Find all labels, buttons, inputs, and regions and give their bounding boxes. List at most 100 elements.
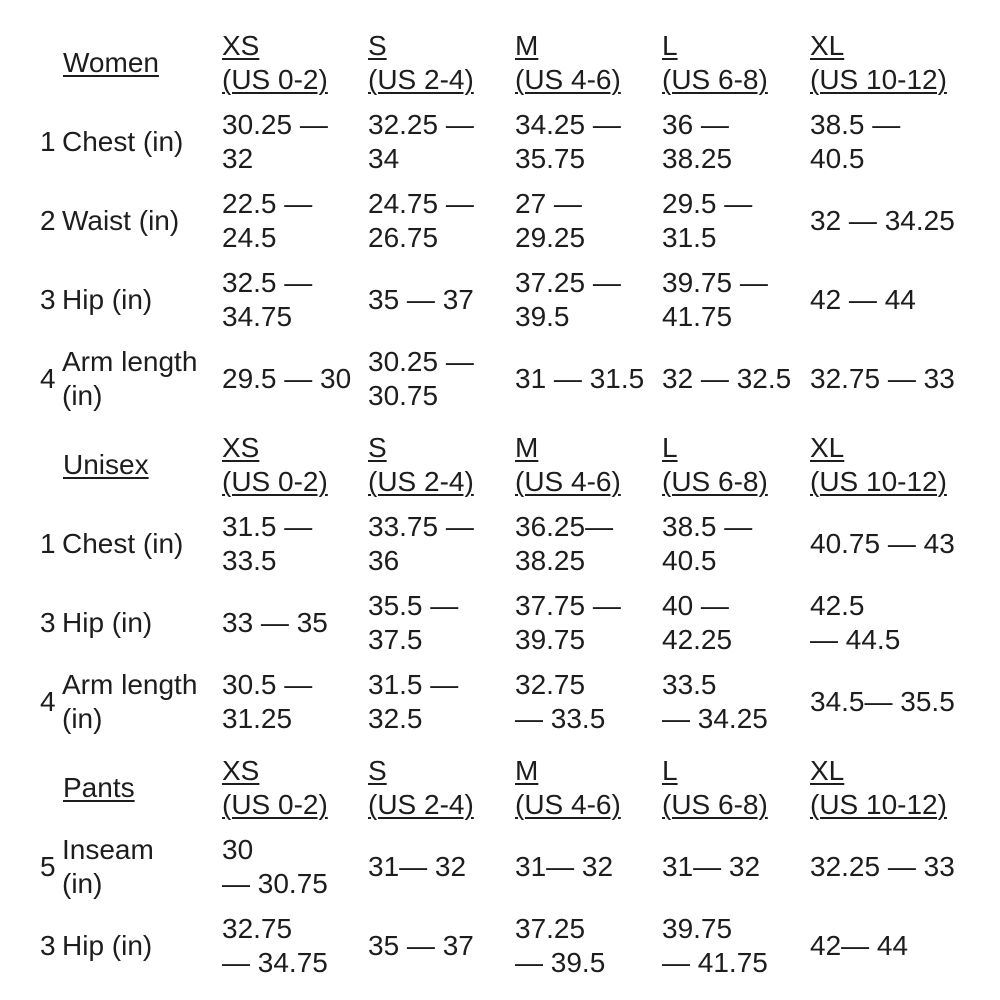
size-table-section-women: Women XS (US 0-2) S (US 2-4) M (US 4-6) … xyxy=(40,24,990,418)
column-header-xs: XS (US 0-2) xyxy=(222,24,368,102)
size-label: L xyxy=(662,755,678,786)
us-size-label: (US 0-2) xyxy=(222,466,328,497)
size-value-cell: 33 — 35 xyxy=(222,606,328,638)
size-value-cell: 29.5 — 31.5 xyxy=(662,187,753,253)
size-label: S xyxy=(368,432,387,463)
table-row-hip: 3 Hip (in) 33 — 35 35.5 — 37.5 37.75 — 3… xyxy=(40,583,990,662)
size-value-cell: 37.25 — 39.5 xyxy=(515,912,606,978)
pants-size-table: Pants XS (US 0-2) S (US 2-4) M (US 4-6) … xyxy=(40,749,990,985)
us-size-label: (US 6-8) xyxy=(662,789,768,820)
table-row-arm-length: 4 Arm length (in) 30.5 — 31.25 31.5 — 32… xyxy=(40,662,990,741)
column-header-m: M (US 4-6) xyxy=(515,749,662,827)
size-label: L xyxy=(662,30,678,61)
size-value-cell: 31— 32 xyxy=(662,850,761,882)
size-value-cell: 42 — 44 xyxy=(810,283,916,315)
row-number: 5 xyxy=(40,850,56,882)
pants-header-row: Pants XS (US 0-2) S (US 2-4) M (US 4-6) … xyxy=(40,749,990,827)
us-size-label: (US 4-6) xyxy=(515,64,621,95)
column-header-s: S (US 2-4) xyxy=(368,426,515,504)
unisex-size-table: Unisex XS (US 0-2) S (US 2-4) M (US 4-6)… xyxy=(40,426,990,741)
row-number: 3 xyxy=(40,929,56,961)
size-value-cell: 35.5 — 37.5 xyxy=(368,589,459,655)
size-value-cell: 32.25 — 33 xyxy=(810,850,955,882)
size-label: XS xyxy=(222,755,260,786)
size-value-cell: 35 — 37 xyxy=(368,929,474,961)
size-value-cell: 35 — 37 xyxy=(368,283,474,315)
size-label: M xyxy=(515,432,539,463)
section-title-unisex: Unisex xyxy=(63,449,149,480)
column-header-xl: XL (US 10-12) xyxy=(810,749,990,827)
us-size-label: (US 10-12) xyxy=(810,466,947,497)
column-header-m: M (US 4-6) xyxy=(515,426,662,504)
row-label: Arm length (in) xyxy=(62,668,198,734)
size-value-cell: 42.5 — 44.5 xyxy=(810,589,901,655)
size-label: S xyxy=(368,30,387,61)
row-label: Hip (in) xyxy=(62,606,153,638)
column-header-xl: XL (US 10-12) xyxy=(810,24,990,102)
column-header-m: M (US 4-6) xyxy=(515,24,662,102)
size-value-cell: 30.25 — 30.75 xyxy=(368,345,474,411)
us-size-label: (US 4-6) xyxy=(515,789,621,820)
column-header-xs: XS (US 0-2) xyxy=(222,749,368,827)
size-value-cell: 40.75 — 43 xyxy=(810,527,955,559)
size-value-cell: 38.5 — 40.5 xyxy=(810,108,901,174)
size-value-cell: 32.5 — 34.75 xyxy=(222,266,313,332)
size-value-cell: 36 — 38.25 xyxy=(662,108,733,174)
size-value-cell: 40 — 42.25 xyxy=(662,589,733,655)
row-label: Hip (in) xyxy=(62,929,153,961)
size-value-cell: 24.75 — 26.75 xyxy=(368,187,474,253)
size-table-section-pants: Pants XS (US 0-2) S (US 2-4) M (US 4-6) … xyxy=(40,749,990,985)
size-value-cell: 22.5 — 24.5 xyxy=(222,187,313,253)
row-number: 3 xyxy=(40,283,56,315)
unisex-header-row: Unisex XS (US 0-2) S (US 2-4) M (US 4-6)… xyxy=(40,426,990,504)
size-value-cell: 32.75 — 33.5 xyxy=(515,668,606,734)
size-value-cell: 32.75 — 34.75 xyxy=(222,912,328,978)
size-value-cell: 31— 32 xyxy=(368,850,467,882)
size-value-cell: 37.75 — 39.75 xyxy=(515,589,621,655)
size-label: XL xyxy=(810,432,845,463)
size-label: XL xyxy=(810,755,845,786)
size-label: L xyxy=(662,432,678,463)
row-number: 1 xyxy=(40,125,56,157)
size-label: S xyxy=(368,755,387,786)
size-value-cell: 32 — 32.5 xyxy=(662,362,792,394)
section-title-women: Women xyxy=(63,47,159,78)
size-label: XL xyxy=(810,30,845,61)
size-value-cell: 42— 44 xyxy=(810,929,909,961)
row-number: 4 xyxy=(40,362,56,394)
size-value-cell: 37.25 — 39.5 xyxy=(515,266,621,332)
row-label: Chest (in) xyxy=(62,125,184,157)
row-number: 3 xyxy=(40,606,56,638)
size-value-cell: 31— 32 xyxy=(515,850,614,882)
column-header-xs: XS (US 0-2) xyxy=(222,426,368,504)
size-value-cell: 30 — 30.75 xyxy=(222,833,328,899)
column-header-l: L (US 6-8) xyxy=(662,426,810,504)
women-header-row: Women XS (US 0-2) S (US 2-4) M (US 4-6) … xyxy=(40,24,990,102)
size-label: M xyxy=(515,755,539,786)
us-size-label: (US 2-4) xyxy=(368,466,474,497)
row-number: 4 xyxy=(40,685,56,717)
us-size-label: (US 2-4) xyxy=(368,789,474,820)
table-row-waist: 2 Waist (in) 22.5 — 24.5 24.75 — 26.75 2… xyxy=(40,181,990,260)
column-header-xl: XL (US 10-12) xyxy=(810,426,990,504)
column-header-l: L (US 6-8) xyxy=(662,24,810,102)
column-header-l: L (US 6-8) xyxy=(662,749,810,827)
size-value-cell: 32.75 — 33 xyxy=(810,362,955,394)
size-label: M xyxy=(515,30,539,61)
row-number: 1 xyxy=(40,527,56,559)
size-value-cell: 39.75 — 41.75 xyxy=(662,912,768,978)
size-value-cell: 32 — 34.25 xyxy=(810,204,955,236)
us-size-label: (US 2-4) xyxy=(368,64,474,95)
size-value-cell: 36.25— 38.25 xyxy=(515,510,614,576)
us-size-label: (US 10-12) xyxy=(810,64,947,95)
us-size-label: (US 4-6) xyxy=(515,466,621,497)
size-value-cell: 38.5 — 40.5 xyxy=(662,510,753,576)
column-header-s: S (US 2-4) xyxy=(368,749,515,827)
row-label: Arm length (in) xyxy=(62,345,198,411)
size-label: XS xyxy=(222,432,260,463)
size-value-cell: 39.75 — 41.75 xyxy=(662,266,768,332)
size-value-cell: 33.5 — 34.25 xyxy=(662,668,768,734)
us-size-label: (US 0-2) xyxy=(222,64,328,95)
column-header-s: S (US 2-4) xyxy=(368,24,515,102)
